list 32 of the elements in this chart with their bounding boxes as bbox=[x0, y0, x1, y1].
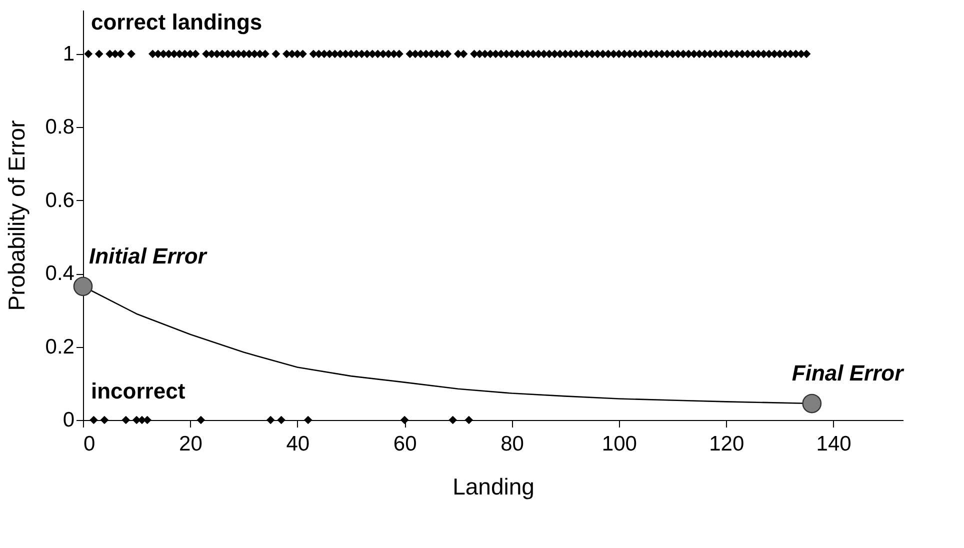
point bbox=[304, 416, 312, 424]
point bbox=[464, 416, 474, 424]
y-tick-label: 0.8 bbox=[45, 116, 74, 139]
y-tick-label: 0.4 bbox=[45, 262, 75, 286]
annotation: Final Error bbox=[792, 360, 905, 386]
point bbox=[100, 416, 109, 424]
x-tick-label: 120 bbox=[709, 432, 744, 456]
point bbox=[448, 416, 457, 424]
annotation: Initial Error bbox=[89, 243, 208, 268]
y-tick-label: 0.6 bbox=[45, 188, 74, 212]
y-tick-label: 0 bbox=[62, 408, 74, 432]
annotation: correct landings bbox=[91, 9, 262, 34]
point bbox=[90, 416, 98, 424]
y-tick-label: 1 bbox=[62, 42, 74, 66]
point bbox=[122, 416, 130, 424]
point bbox=[73, 276, 93, 296]
y-axis-title: Probability of Error bbox=[3, 120, 30, 311]
point bbox=[802, 394, 822, 414]
x-tick-label: 40 bbox=[286, 432, 310, 456]
x-tick-label: 60 bbox=[393, 432, 417, 456]
y-tick-label: 0.2 bbox=[45, 335, 74, 358]
x-tick-label: 100 bbox=[602, 432, 637, 456]
x-axis-title: Landing bbox=[452, 474, 534, 500]
annotation: incorrect bbox=[91, 378, 186, 404]
point bbox=[277, 416, 286, 424]
point bbox=[196, 416, 206, 424]
point bbox=[266, 416, 275, 424]
point bbox=[400, 416, 409, 424]
x-tick-label: 0 bbox=[84, 432, 96, 456]
x-tick-label: 140 bbox=[816, 432, 852, 456]
x-tick-label: 80 bbox=[500, 432, 524, 456]
x-tick-label: 20 bbox=[179, 432, 202, 456]
